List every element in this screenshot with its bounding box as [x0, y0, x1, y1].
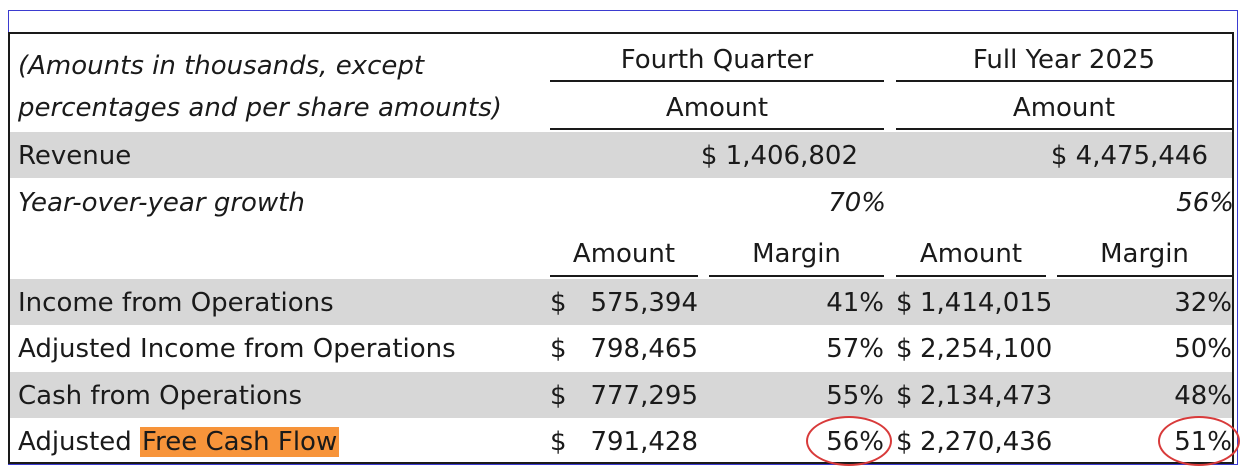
q4-margin-subheader: Margin — [752, 239, 841, 269]
currency-symbol: $ — [896, 381, 913, 411]
currency-symbol: $ — [550, 381, 567, 411]
fy-amount: 2,270,436 — [920, 427, 1053, 457]
fy-amount: 2,254,100 — [920, 334, 1053, 364]
q4-amount-header: Amount — [665, 93, 769, 123]
fy-margin-subrule — [1057, 275, 1232, 277]
row-label: Adjusted Free Cash Flow — [18, 422, 340, 462]
fy-margin: 48% — [1174, 381, 1232, 411]
currency-symbol: $ — [550, 288, 567, 318]
annotation-circle-q4-margin — [806, 416, 892, 466]
fy-header-rule — [896, 80, 1232, 82]
row-label: Cash from Operations — [18, 381, 303, 411]
currency-symbol: $ — [896, 334, 913, 364]
annotation-circle-fy-margin — [1158, 416, 1240, 466]
fy-margin: 50% — [1174, 334, 1232, 364]
fy-amount: 1,414,015 — [920, 288, 1053, 318]
currency-symbol: $ — [896, 427, 913, 457]
fy-amount-subheader: Amount — [919, 239, 1023, 269]
fy-amount-header: Amount — [1012, 93, 1116, 123]
amounts-note-line1: (Amounts in thousands, except — [18, 51, 425, 81]
q4-amount: 791,428 — [590, 427, 698, 457]
q4-amount: 575,394 — [590, 288, 698, 318]
row-label: Adjusted Income from Operations — [18, 334, 456, 364]
q4-margin: 57% — [826, 334, 884, 364]
highlighted-label: Free Cash Flow — [140, 427, 340, 457]
row-label: Income from Operations — [18, 288, 334, 318]
fy-margin-subheader: Margin — [1100, 239, 1189, 269]
revenue-fy-amount: $ 4,475,446 — [1050, 141, 1208, 171]
revenue-row — [10, 132, 1232, 178]
currency-symbol: $ — [550, 334, 567, 364]
currency-symbol: $ — [550, 427, 567, 457]
growth-fy: 56% — [1176, 188, 1234, 218]
fy-margin: 32% — [1174, 288, 1232, 318]
fy-amount-subrule — [896, 275, 1046, 277]
q4-header-rule — [550, 80, 884, 82]
q4-amount: 798,465 — [590, 334, 698, 364]
revenue-q4-amount: $ 1,406,802 — [700, 141, 858, 171]
growth-q4: 70% — [828, 188, 886, 218]
growth-label: Year-over-year growth — [18, 188, 305, 218]
amounts-note-line2: percentages and per share amounts) — [18, 93, 502, 123]
revenue-label: Revenue — [18, 141, 132, 171]
currency-symbol: $ — [896, 288, 913, 318]
q4-amount: 777,295 — [590, 381, 698, 411]
fy-amount-rule — [896, 128, 1232, 130]
fourth-quarter-header: Fourth Quarter — [620, 45, 814, 75]
financial-table — [8, 32, 1234, 464]
q4-amount-subrule — [550, 275, 698, 277]
q4-amount-rule — [550, 128, 884, 130]
q4-amount-subheader: Amount — [572, 239, 676, 269]
table-row — [10, 372, 1232, 418]
full-year-header: Full Year 2025 — [972, 45, 1156, 75]
row-label-prefix: Adjusted — [18, 427, 132, 457]
q4-margin: 55% — [826, 381, 884, 411]
table-row — [10, 279, 1232, 325]
q4-margin-subrule — [709, 275, 884, 277]
q4-margin: 41% — [826, 288, 884, 318]
fy-amount: 2,134,473 — [920, 381, 1053, 411]
